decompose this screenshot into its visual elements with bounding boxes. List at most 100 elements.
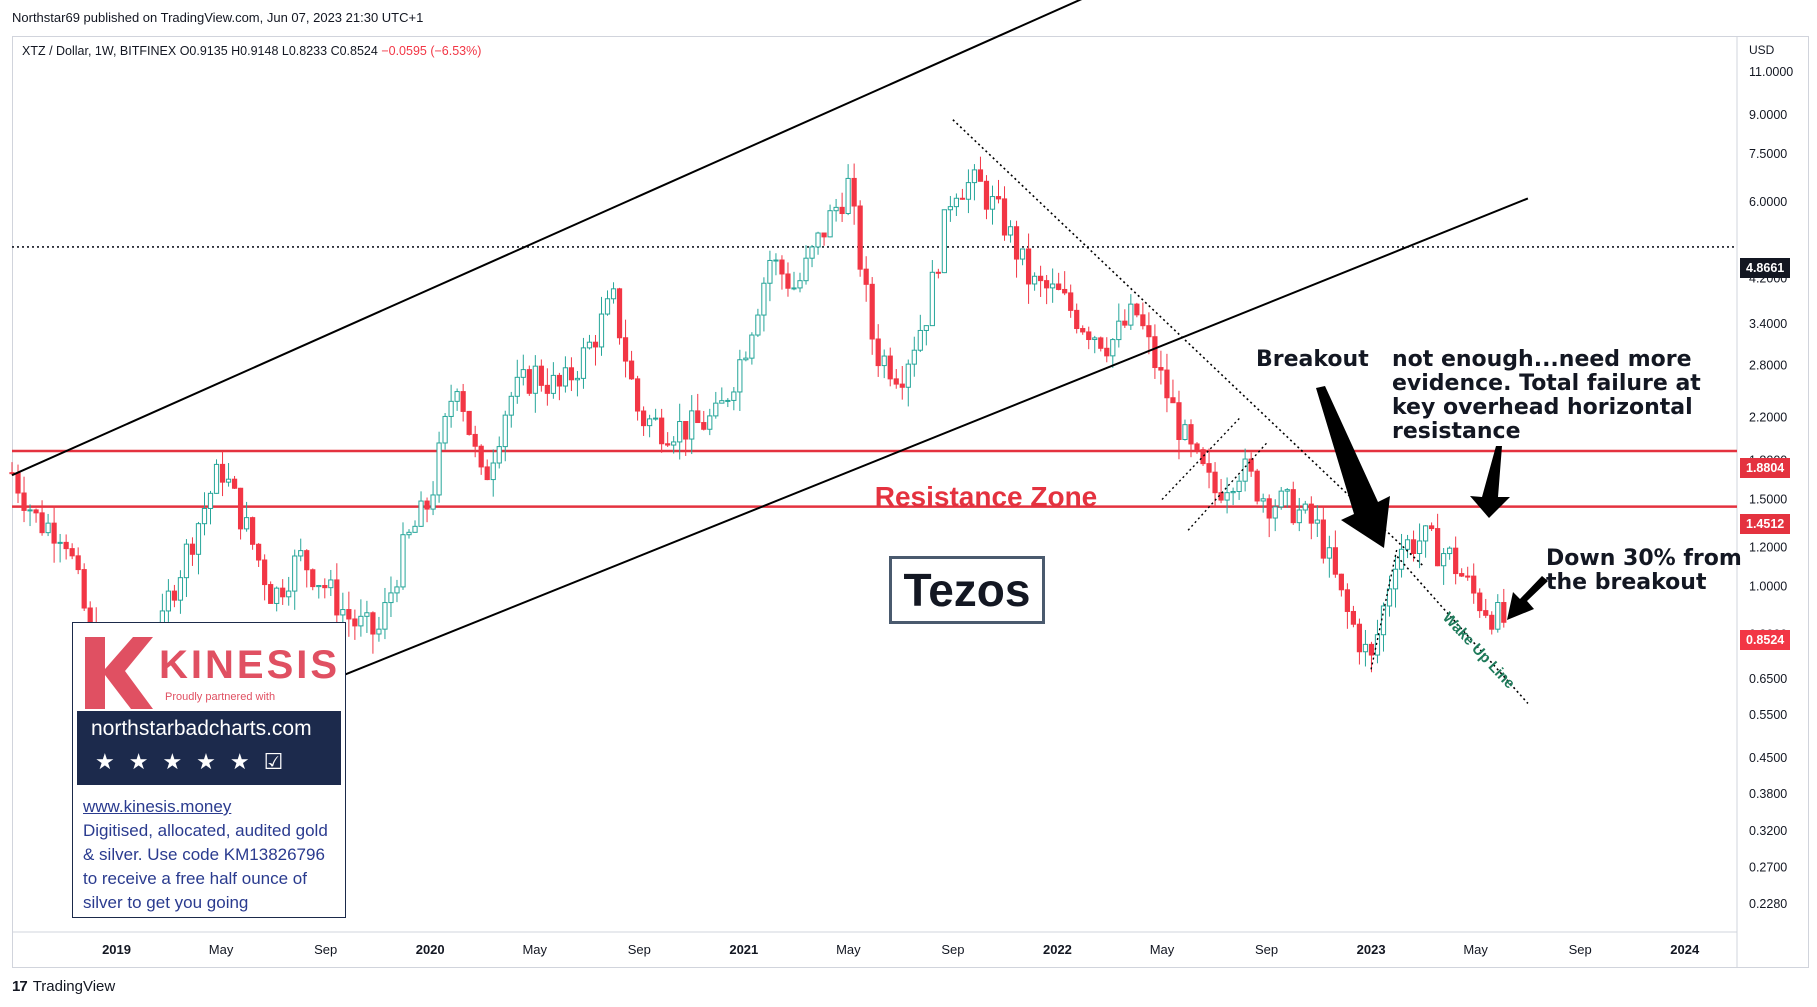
candle-body	[647, 418, 653, 427]
candle-body	[935, 271, 941, 274]
down-30-line-1: Down 30% from	[1546, 546, 1742, 571]
candle-body	[1019, 248, 1026, 260]
candle-body	[713, 402, 719, 417]
candle-body	[580, 347, 587, 379]
candle-body	[1332, 547, 1338, 575]
candle-body	[1001, 198, 1008, 236]
candle-body	[899, 383, 905, 388]
price-tick-label: 0.2700	[1749, 861, 1787, 875]
resistance-arrow	[1470, 446, 1510, 518]
candle-body	[165, 590, 172, 612]
candle-body	[1362, 643, 1369, 653]
candle-body	[1062, 288, 1068, 294]
candle-body	[177, 577, 184, 601]
candle-body	[1441, 553, 1447, 567]
time-tick-label: 2020	[416, 942, 445, 957]
legend-low: L0.8233	[281, 44, 328, 58]
candle-body	[610, 288, 617, 300]
candle-body	[1128, 303, 1134, 326]
candle-body	[1314, 519, 1320, 524]
time-tick-label: Sep	[1255, 942, 1278, 957]
candle-body	[947, 206, 953, 211]
symbol-legend: XTZ / Dollar, 1W, BITFINEX O0.9135 H0.91…	[22, 44, 481, 58]
chart-frame[interactable]	[12, 36, 1809, 968]
ad-tagline: Proudly partnered with	[165, 691, 276, 703]
candle-body	[298, 550, 304, 557]
candle-body	[1152, 336, 1158, 369]
time-tick-label: May	[209, 942, 234, 957]
candle-body	[1368, 643, 1375, 656]
candle-body	[911, 349, 917, 365]
candle-body	[905, 363, 911, 388]
ad-banner: northstarbadcharts.com ★★★★★☑	[77, 711, 341, 785]
candle-body	[310, 569, 316, 588]
candle-body	[550, 374, 556, 394]
candle-body	[27, 509, 33, 512]
candle-body	[346, 609, 352, 620]
time-tick-label: Sep	[314, 942, 337, 957]
candle-body	[881, 355, 887, 367]
kinesis-ad[interactable]: KINESIS Proudly partnered with northstar…	[72, 622, 346, 918]
candle-body	[953, 197, 960, 208]
candle-body	[779, 259, 785, 275]
candle-body	[1104, 347, 1110, 357]
price-tick-label: 7.5000	[1749, 147, 1787, 161]
candle-body	[1404, 539, 1411, 550]
candle-body	[382, 602, 388, 630]
price-tick-label: 9.0000	[1749, 108, 1787, 122]
time-tick-label: Sep	[628, 942, 651, 957]
candle-body	[436, 442, 442, 496]
candle-body	[376, 628, 382, 635]
candle-body	[213, 463, 220, 494]
candle-body	[292, 555, 298, 592]
down-30-line-2: the breakout	[1546, 570, 1707, 595]
candle-body	[472, 433, 478, 447]
candle-body	[207, 492, 214, 509]
candle-body	[755, 314, 761, 336]
candle-body	[340, 609, 346, 616]
candle-body	[791, 287, 797, 290]
candle-body	[689, 410, 695, 440]
candle-body	[1140, 314, 1146, 327]
candle-body	[1182, 424, 1188, 440]
candle-body	[334, 579, 340, 616]
candle-body	[394, 586, 400, 594]
candle-body	[1447, 547, 1453, 555]
legend-high: H0.9148	[231, 44, 279, 58]
candle-body	[917, 329, 923, 351]
candle-body	[1218, 492, 1224, 501]
not-enough-line-3: key overhead horizontal	[1392, 395, 1693, 420]
ad-body-line-2: & silver. Use code KM13826796	[83, 845, 325, 864]
candle-body	[195, 523, 202, 555]
ad-link[interactable]: www.kinesis.money	[83, 797, 232, 816]
candle-body	[262, 559, 268, 586]
candle-body	[388, 592, 394, 604]
candle-body	[659, 417, 665, 445]
candle-body	[418, 500, 424, 527]
candle-body	[869, 283, 875, 340]
candle-body	[977, 169, 984, 182]
not-enough-annotation: not enough...need more evidence. Total f…	[1392, 348, 1701, 444]
candle-body	[827, 210, 833, 238]
candle-body	[1465, 575, 1471, 578]
candle-body	[767, 259, 773, 284]
legend-close: C0.8524	[330, 44, 378, 58]
candle-body	[538, 365, 544, 386]
candle-body	[1344, 589, 1350, 612]
candle-body	[316, 585, 322, 588]
candle-body	[665, 443, 671, 446]
candle-body	[1483, 610, 1489, 616]
price-tick-label: 0.2280	[1749, 897, 1787, 911]
candle-body	[460, 391, 466, 412]
candle-body	[274, 587, 280, 604]
candle-body	[1495, 602, 1501, 630]
candle-body	[983, 180, 990, 210]
ad-site: northstarbadcharts.com	[91, 717, 312, 740]
candle-body	[737, 359, 743, 393]
price-tick-label: 0.5500	[1749, 708, 1787, 722]
candle-body	[358, 615, 364, 627]
candle-body	[959, 197, 966, 200]
candle-body	[1296, 509, 1302, 524]
candle-body	[640, 410, 647, 427]
candle-body	[81, 569, 87, 609]
